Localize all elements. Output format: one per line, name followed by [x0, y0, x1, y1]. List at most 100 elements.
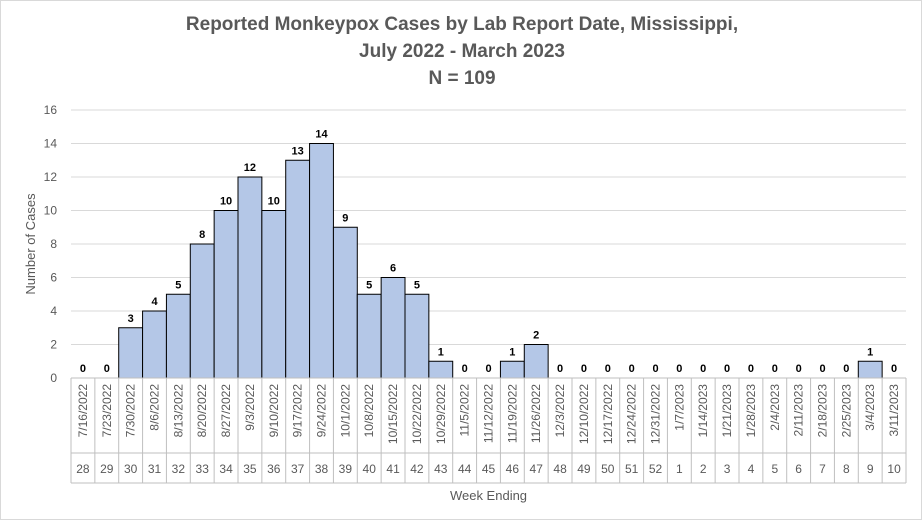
data-label: 5 [175, 279, 181, 291]
week-number-label: 49 [577, 462, 591, 476]
x-axis-title: Week Ending [450, 488, 527, 503]
data-label: 0 [80, 363, 86, 375]
data-label: 3 [128, 313, 134, 325]
bar [213, 210, 239, 379]
week-number-label: 41 [386, 462, 400, 476]
bar [142, 310, 167, 379]
data-label: 0 [557, 363, 563, 375]
x-tick-label: 12/10/2022 [577, 384, 591, 444]
x-tick-label: 3/4/2023 [863, 384, 877, 431]
x-tick-label: 1/14/2023 [696, 384, 710, 438]
data-label: 14 [315, 129, 328, 141]
x-tick-label: 12/3/2022 [553, 384, 567, 438]
x-tick-label: 10/15/2022 [386, 384, 400, 444]
week-number-label: 43 [434, 462, 448, 476]
x-tick-label: 10/22/2022 [410, 384, 424, 444]
week-number-label: 42 [410, 462, 424, 476]
data-label: 4 [151, 296, 158, 308]
x-tick-label: 1/7/2023 [672, 384, 686, 431]
y-tick-label: 10 [44, 204, 58, 218]
data-label: 1 [509, 346, 515, 358]
data-label: 10 [268, 196, 280, 208]
week-number-label: 29 [100, 462, 114, 476]
y-axis-title: Number of Cases [23, 193, 38, 295]
data-label: 0 [104, 363, 110, 375]
x-tick-label: 2/18/2023 [816, 384, 830, 438]
bar [309, 143, 334, 379]
data-label: 0 [843, 363, 849, 375]
x-tick-label: 12/24/2022 [625, 384, 639, 444]
week-number-label: 28 [76, 462, 90, 476]
week-number-label: 35 [243, 462, 257, 476]
data-label: 0 [676, 363, 682, 375]
data-label: 0 [891, 363, 897, 375]
data-label: 13 [292, 145, 304, 157]
x-tick-label: 11/19/2022 [505, 384, 519, 443]
week-number-label: 30 [124, 462, 138, 476]
bar [404, 293, 430, 379]
bar [428, 360, 454, 379]
bar [523, 344, 549, 379]
week-number-label: 39 [339, 462, 353, 476]
x-tick-label: 7/30/2022 [124, 384, 138, 438]
data-label: 1 [438, 346, 444, 358]
week-number-label: 7 [819, 462, 826, 476]
x-tick-label: 11/26/2022 [529, 384, 543, 443]
x-tick-label: 9/10/2022 [267, 384, 281, 438]
data-label: 5 [366, 279, 372, 291]
bar [261, 210, 287, 379]
week-number-label: 4 [748, 462, 755, 476]
week-number-label: 47 [530, 462, 544, 476]
bar [380, 277, 406, 379]
data-label: 0 [462, 363, 468, 375]
bar [332, 226, 358, 379]
week-number-label: 8 [843, 462, 850, 476]
week-number-label: 33 [196, 462, 210, 476]
data-label: 0 [652, 363, 658, 375]
x-tick-label: 1/21/2023 [720, 384, 734, 438]
bar [165, 293, 191, 379]
y-tick-label: 8 [50, 237, 57, 251]
week-number-label: 46 [506, 462, 520, 476]
data-label: 5 [414, 279, 420, 291]
week-number-label: 3 [724, 462, 731, 476]
data-label: 12 [244, 162, 256, 174]
week-number-label: 32 [172, 462, 186, 476]
data-label: 1 [867, 346, 873, 358]
y-tick-label: 0 [50, 371, 57, 385]
y-tick-label: 4 [50, 304, 57, 318]
x-tick-label: 10/29/2022 [434, 384, 448, 444]
week-number-label: 34 [219, 462, 233, 476]
data-label: 0 [605, 363, 611, 375]
data-label: 9 [342, 212, 348, 224]
x-tick-label: 12/17/2022 [601, 384, 615, 444]
chart-title-line-2: July 2022 - March 2023 [359, 41, 565, 62]
week-number-label: 38 [315, 462, 329, 476]
y-tick-label: 14 [44, 137, 58, 151]
x-tick-label: 3/11/2023 [887, 384, 901, 437]
x-tick-label: 11/12/2022 [482, 384, 496, 443]
data-label: 0 [819, 363, 825, 375]
bar [189, 243, 215, 379]
x-tick-label: 1/28/2023 [744, 384, 758, 438]
week-number-label: 1 [676, 462, 683, 476]
bar [356, 293, 382, 379]
data-label: 8 [199, 229, 205, 241]
data-label: 0 [724, 363, 730, 375]
week-number-label: 5 [771, 462, 778, 476]
bar [237, 176, 263, 379]
week-number-label: 40 [363, 462, 377, 476]
x-tick-label: 9/17/2022 [291, 384, 305, 438]
bar [857, 360, 883, 379]
week-number-label: 37 [291, 462, 305, 476]
x-tick-label: 11/5/2022 [458, 384, 472, 437]
week-number-label: 48 [553, 462, 567, 476]
x-tick-label: 8/20/2022 [195, 384, 209, 438]
week-number-label: 36 [267, 462, 281, 476]
x-tick-label: 8/27/2022 [219, 384, 233, 438]
week-number-label: 44 [458, 462, 472, 476]
data-label: 0 [629, 363, 635, 375]
data-label: 0 [796, 363, 802, 375]
week-number-label: 51 [625, 462, 639, 476]
